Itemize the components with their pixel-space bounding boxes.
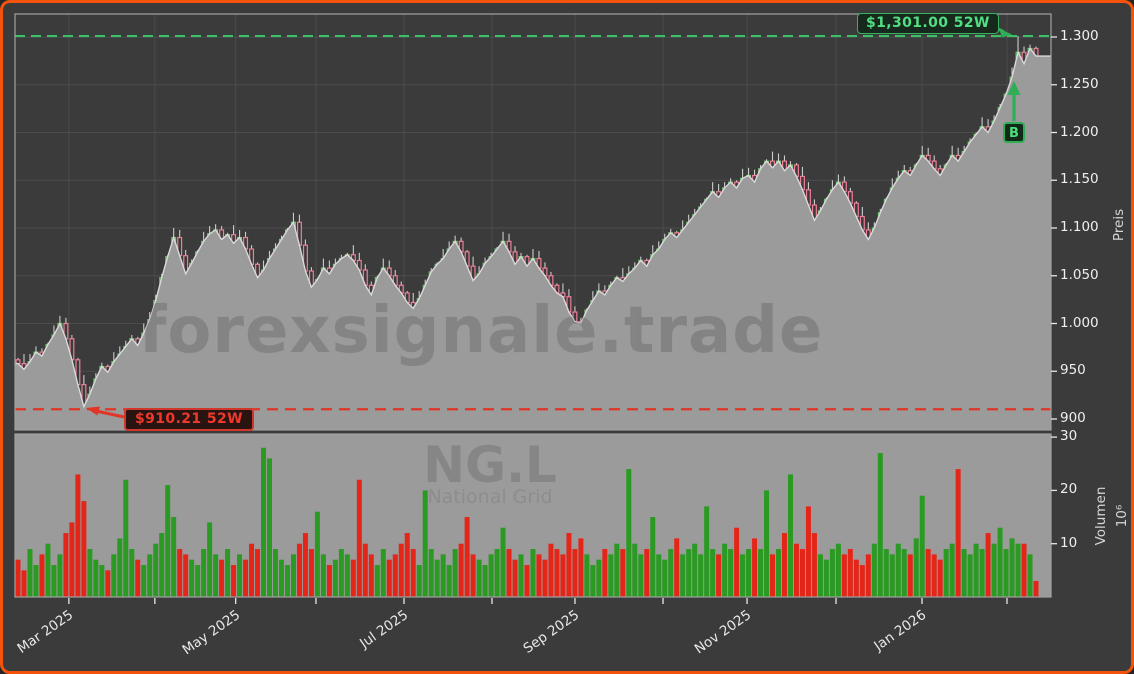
main-watermark: forexsignale.trade bbox=[139, 294, 824, 368]
high-52w-badge: $1,301.00 52W bbox=[857, 13, 999, 34]
candlestick-chart-canvas[interactable]: NG.L National Grid forexsignale.trade bbox=[3, 3, 1134, 674]
volume-bars bbox=[15, 447, 1039, 597]
price-tick-label: 1.100 bbox=[1060, 219, 1099, 235]
price-area-fill bbox=[15, 47, 1051, 430]
price-tick-label: 1.000 bbox=[1060, 314, 1099, 331]
symbol-watermark: NG.L bbox=[423, 436, 557, 494]
buy-signal-badge: B bbox=[1003, 122, 1025, 143]
price-tick-label: 1.200 bbox=[1060, 123, 1099, 140]
price-tick-label: 1.250 bbox=[1060, 75, 1099, 92]
price-tick-label: 1.300 bbox=[1060, 28, 1099, 44]
volume-scale-label: 10⁶ bbox=[1114, 504, 1130, 528]
volume-tick-label: 20 bbox=[1060, 481, 1078, 498]
volume-tick-label: 10 bbox=[1060, 534, 1078, 551]
price-tick-label: 950 bbox=[1060, 362, 1086, 379]
symbol-watermark-group: NG.L National Grid bbox=[423, 436, 557, 508]
low-52w-badge: $910.21 52W bbox=[124, 408, 254, 431]
price-axis-label: Preis bbox=[1111, 208, 1127, 242]
axes-spines-and-ticks bbox=[14, 13, 1057, 604]
volume-tick-label: 30 bbox=[1060, 428, 1078, 445]
price-tick-label: 1.050 bbox=[1060, 266, 1099, 283]
price-tick-label: 1.150 bbox=[1060, 171, 1099, 188]
main-watermark-group: forexsignale.trade bbox=[139, 294, 824, 368]
volume-axis-label: Volumen bbox=[1093, 486, 1109, 546]
price-tick-label: 900 bbox=[1060, 410, 1086, 426]
symbol-name-watermark: National Grid bbox=[427, 486, 552, 508]
